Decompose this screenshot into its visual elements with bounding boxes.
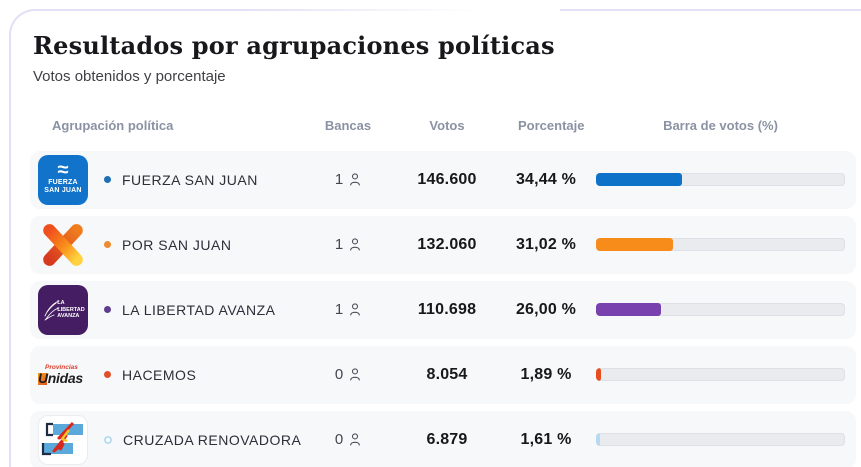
- votes-value: 146.600: [417, 170, 477, 188]
- column-header-bar: Barra de votos (%): [663, 118, 778, 134]
- percentage-value: 1,89 %: [520, 365, 572, 383]
- percentage-value: 26,00 %: [515, 300, 577, 318]
- person-icon: [350, 433, 361, 446]
- percentage-value: 31,02 %: [515, 235, 577, 253]
- person-icon: [350, 303, 361, 316]
- page-subtitle: Votos obtenidos y porcentaje: [33, 67, 226, 85]
- party-logo: [30, 220, 94, 270]
- party-name: CRUZADA RENOVADORA: [123, 431, 302, 448]
- person-icon: [350, 173, 361, 186]
- party-row: POR SAN JUAN 1 132.060 31,02 %: [30, 215, 856, 274]
- vote-bar-track: [596, 433, 845, 447]
- vote-bar-track: [596, 303, 845, 317]
- logo-text: SAN JUAN: [44, 187, 82, 195]
- party-name: LA LIBERTAD AVANZA: [122, 301, 276, 318]
- party-row: LA LIBERTAD AVANZA LA LIBERTAD AVANZA 1 11…: [30, 280, 856, 339]
- party-bullet-icon: [104, 371, 111, 379]
- vote-bar-fill: [596, 303, 661, 317]
- flag-icon: [41, 421, 83, 455]
- column-header-votes: Votos: [429, 118, 465, 134]
- party-logo: LA LIBERTAD AVANZA: [30, 284, 94, 335]
- vote-bar-fill: [596, 173, 682, 187]
- party-logo: ≈ FUERZA SAN JUAN: [30, 154, 94, 205]
- provincias-unidas-logo: Provincias Unidas: [38, 350, 94, 400]
- party-bullet-icon: [104, 176, 111, 184]
- page-header: Resultados por agrupaciones políticas Vo…: [0, 0, 861, 85]
- vote-bar-fill: [596, 433, 600, 447]
- la-libertad-avanza-logo: LA LIBERTAD AVANZA: [38, 284, 88, 335]
- seats-count: 1: [334, 301, 344, 319]
- votes-value: 6.879: [426, 430, 468, 448]
- logo-text: FUERZA: [48, 179, 78, 187]
- party-name: POR SAN JUAN: [122, 236, 232, 253]
- table-header: Agrupación política Bancas Votos Porcent…: [30, 115, 856, 137]
- person-icon: [350, 368, 361, 381]
- column-header-seats: Bancas: [324, 118, 372, 134]
- column-header-party: Agrupación política: [52, 118, 174, 134]
- party-row: CRUZADA RENOVADORA 0 6.879 1,61 %: [30, 410, 856, 467]
- logo-text: AVANZA: [57, 313, 80, 320]
- seats-count: 0: [334, 431, 344, 449]
- votes-value: 110.698: [417, 300, 477, 318]
- seats-count: 1: [334, 171, 344, 189]
- waves-icon: ≈: [57, 159, 69, 182]
- party-bullet-icon: [104, 435, 112, 444]
- results-table-body: ≈ FUERZA SAN JUAN FUERZA SAN JUAN 1 146.60…: [30, 150, 856, 467]
- percentage-value: 34,44 %: [515, 170, 577, 188]
- logo-text: LA: [57, 300, 65, 307]
- vote-bar-track: [596, 368, 845, 382]
- cruzada-renovadora-logo: [38, 414, 88, 465]
- fuerza-san-juan-logo: ≈ FUERZA SAN JUAN: [38, 154, 88, 205]
- party-name: FUERZA SAN JUAN: [122, 171, 258, 188]
- logo-text: LIBERTAD: [57, 306, 85, 313]
- page-title: Resultados por agrupaciones políticas: [33, 31, 555, 60]
- eagle-scribble-icon: [44, 300, 60, 321]
- vote-bar-fill: [596, 238, 674, 252]
- por-san-juan-x-logo: [38, 220, 88, 270]
- logo-text: Unidas: [38, 369, 83, 386]
- percentage-value: 1,61 %: [520, 430, 572, 448]
- party-logo: [30, 414, 94, 465]
- party-logo: Provincias Unidas: [30, 350, 94, 400]
- party-name: HACEMOS: [122, 366, 197, 383]
- party-row: Provincias Unidas HACEMOS 0 8.054 1,89 %: [30, 345, 856, 404]
- votes-value: 8.054: [426, 365, 468, 383]
- seats-count: 0: [334, 366, 344, 384]
- votes-value: 132.060: [417, 235, 477, 253]
- logo-text: Provincias: [45, 363, 78, 371]
- seats-count: 1: [334, 236, 344, 254]
- party-bullet-icon: [104, 306, 111, 314]
- x-icon: [43, 223, 83, 266]
- vote-bar-fill: [596, 368, 601, 382]
- party-row: ≈ FUERZA SAN JUAN FUERZA SAN JUAN 1 146.60…: [30, 150, 856, 209]
- vote-bar-track: [596, 238, 845, 252]
- column-header-percentage: Porcentaje: [518, 118, 585, 134]
- person-icon: [350, 238, 361, 251]
- party-bullet-icon: [104, 241, 111, 249]
- vote-bar-track: [596, 173, 845, 187]
- orange-accent: [38, 372, 47, 385]
